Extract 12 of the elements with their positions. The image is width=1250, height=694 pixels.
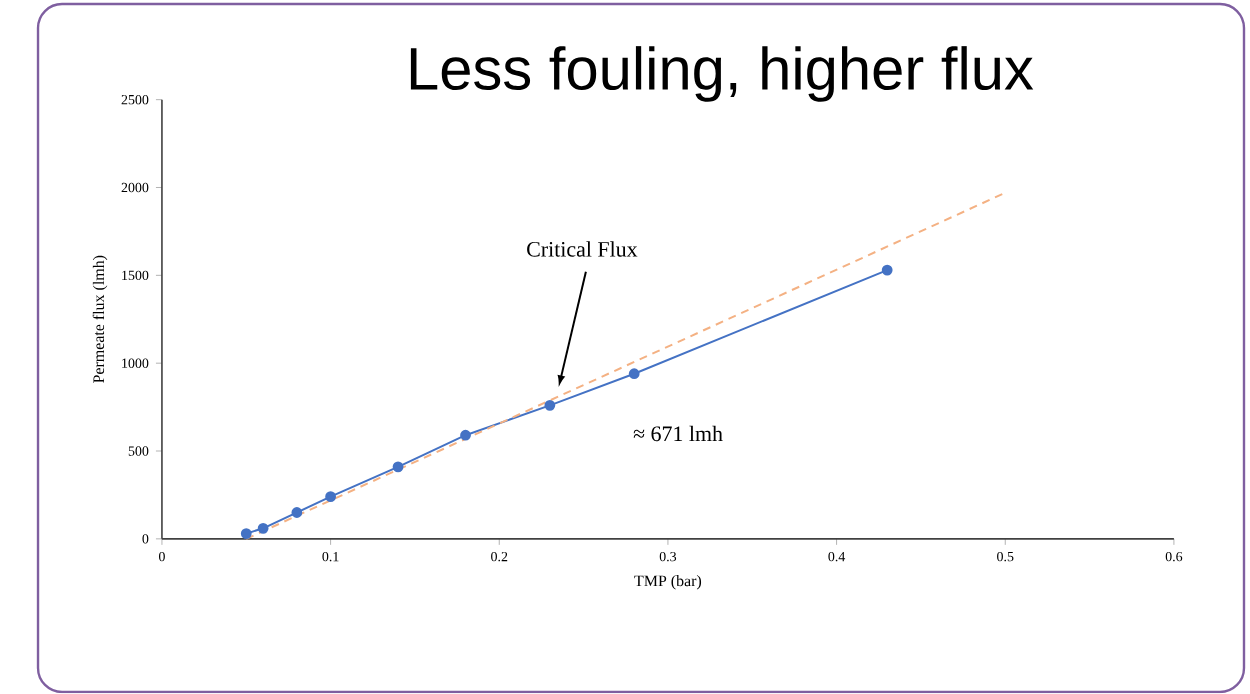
point [544,400,556,412]
annotation: Critical Flux [527,241,638,258]
chart-title: Less fouling, higher flux [410,46,1034,103]
point [881,265,893,276]
point [257,523,269,535]
point [460,430,471,442]
point [325,491,336,503]
point [628,368,640,380]
annotation: ≈ 671 lmh [633,426,723,442]
point [240,528,252,540]
point [291,507,303,519]
point [392,461,404,473]
